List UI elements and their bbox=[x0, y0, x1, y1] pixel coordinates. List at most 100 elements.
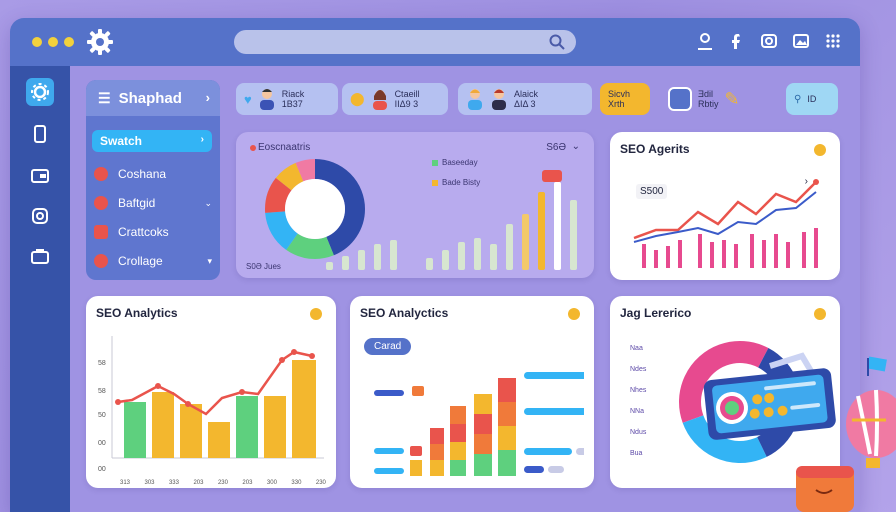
donut-bar-chart bbox=[326, 182, 577, 270]
x-tick-label: 303 bbox=[144, 480, 155, 486]
point bbox=[813, 179, 819, 185]
sidebar-folder-button[interactable] bbox=[26, 162, 54, 190]
label-item: NNa bbox=[630, 408, 645, 415]
chevron-down-icon: ⌄ bbox=[204, 197, 212, 208]
bar bbox=[722, 240, 726, 268]
y-tick-label: 58 bbox=[98, 360, 106, 367]
avatar bbox=[259, 89, 274, 110]
info-badge-icon[interactable] bbox=[814, 308, 826, 320]
grid-icon[interactable] bbox=[824, 32, 842, 50]
sidebar-briefcase-button[interactable] bbox=[26, 242, 54, 270]
gear-logo-icon[interactable] bbox=[86, 28, 114, 56]
status-dot-icon bbox=[250, 145, 256, 151]
nav-item-crollage[interactable]: Crollage ▾ bbox=[94, 251, 214, 271]
pill bbox=[374, 390, 404, 396]
contact-chip[interactable]: Sicvh Xrth bbox=[600, 83, 650, 115]
search-icon[interactable] bbox=[548, 33, 566, 51]
label-item: Ndes bbox=[630, 366, 647, 373]
pill bbox=[548, 466, 564, 473]
bar bbox=[750, 234, 754, 268]
id-chip[interactable]: ⚲ ID bbox=[786, 83, 838, 115]
chip-text: Sicvh Xrth bbox=[608, 89, 631, 109]
image-icon[interactable] bbox=[792, 32, 810, 50]
info-badge-icon[interactable] bbox=[814, 144, 826, 156]
contact-chip[interactable]: ♥ Riack 1Β37 bbox=[236, 83, 338, 115]
point bbox=[291, 349, 297, 355]
bar bbox=[570, 200, 577, 270]
x-tick-label: 300 bbox=[266, 480, 277, 486]
sidebar-settings-button[interactable] bbox=[26, 78, 54, 106]
chip-text: Ǝdil Rbtiy bbox=[698, 89, 719, 109]
chip-text: ID bbox=[807, 94, 817, 104]
instagram-icon[interactable] bbox=[760, 32, 778, 50]
carad-button[interactable]: Carad bbox=[364, 338, 412, 355]
pill bbox=[524, 372, 584, 379]
bar bbox=[734, 244, 738, 268]
bar bbox=[498, 426, 516, 450]
heart-icon: ♥ bbox=[244, 91, 252, 107]
y-tick-label: 00 bbox=[98, 466, 106, 473]
chip-text: Alaick ΔΙΔ 3 bbox=[514, 89, 539, 109]
bar bbox=[802, 232, 806, 268]
bar bbox=[490, 244, 497, 270]
bar bbox=[538, 192, 545, 270]
bar bbox=[450, 442, 466, 460]
contact-chip[interactable]: ⬤ Ctaeill ΙΙΔ9 3 bbox=[342, 83, 448, 115]
seo-agents-chart bbox=[633, 179, 819, 268]
seo-agents-card: SEO Agerits S500 › bbox=[610, 132, 840, 280]
line-series bbox=[633, 181, 817, 240]
user-icon[interactable] bbox=[696, 32, 714, 50]
bar bbox=[430, 428, 444, 444]
pill bbox=[524, 448, 572, 455]
bar bbox=[498, 450, 516, 476]
line-series bbox=[633, 191, 817, 243]
bar bbox=[442, 250, 449, 270]
bar bbox=[474, 414, 492, 434]
nav-item-crattcoks[interactable]: Crattcoks bbox=[94, 222, 214, 242]
profile-icon bbox=[668, 87, 692, 111]
point bbox=[155, 383, 161, 389]
window-dot-icon[interactable] bbox=[48, 37, 58, 47]
info-badge-icon[interactable] bbox=[310, 308, 322, 320]
contact-chip[interactable]: Ǝdil Rbtiy ✎ bbox=[660, 83, 770, 115]
nav-item-baftgid[interactable]: Baftgid ⌄ bbox=[94, 193, 214, 213]
bar bbox=[390, 240, 397, 270]
nav-header[interactable]: ☰ Shaphad › bbox=[86, 80, 220, 116]
bar bbox=[358, 250, 365, 270]
chevron-right-icon[interactable]: › bbox=[804, 176, 808, 187]
facebook-icon[interactable] bbox=[728, 32, 746, 50]
donut-card-title: Eoscnaatris bbox=[258, 142, 311, 153]
bar bbox=[474, 238, 481, 270]
stacked-bar-chart bbox=[374, 372, 584, 476]
bar bbox=[326, 262, 333, 270]
x-axis-ticks: 313 303 333 203 230 203 300 330 230 bbox=[120, 480, 326, 486]
contact-chip[interactable]: Alaick ΔΙΔ 3 bbox=[458, 83, 592, 115]
nav-title: Shaphad bbox=[118, 89, 182, 107]
chevron-down-icon[interactable]: ⌄ bbox=[571, 141, 580, 152]
bar bbox=[236, 396, 258, 458]
search-icon: ⚲ bbox=[794, 93, 802, 105]
nav-item-coshana[interactable]: Coshana bbox=[94, 164, 214, 184]
sidebar-instagram-button[interactable] bbox=[26, 202, 54, 230]
sidebar-mobile-button[interactable] bbox=[26, 120, 54, 148]
bar bbox=[426, 258, 433, 270]
nav-item-label: Coshana bbox=[118, 167, 167, 181]
nav-search-item[interactable]: Swatch › bbox=[92, 130, 212, 152]
mobile-icon bbox=[34, 125, 46, 143]
pill bbox=[410, 446, 422, 456]
search-input[interactable] bbox=[234, 30, 576, 54]
info-badge-icon[interactable] bbox=[568, 308, 580, 320]
tablet-illustration bbox=[703, 368, 836, 440]
bar bbox=[506, 224, 513, 270]
donut-card-value: S6Ə bbox=[546, 142, 566, 153]
donut-chart bbox=[265, 159, 365, 259]
label-list: Naa Ndes Nhes NNa Ndus Bua bbox=[630, 338, 646, 464]
bar bbox=[710, 242, 714, 268]
window-dot-icon[interactable] bbox=[32, 37, 42, 47]
pill bbox=[412, 386, 424, 396]
bar bbox=[264, 396, 286, 458]
jag-lererico-title: Jag Lererico bbox=[620, 306, 692, 320]
seo-analytics-card: SEO Analytics 58 58 50 00 00 bbox=[86, 296, 336, 488]
nav-panel: ☰ Shaphad › Swatch › Coshana Baftgid ⌄ C… bbox=[86, 80, 220, 280]
window-dot-icon[interactable] bbox=[64, 37, 74, 47]
